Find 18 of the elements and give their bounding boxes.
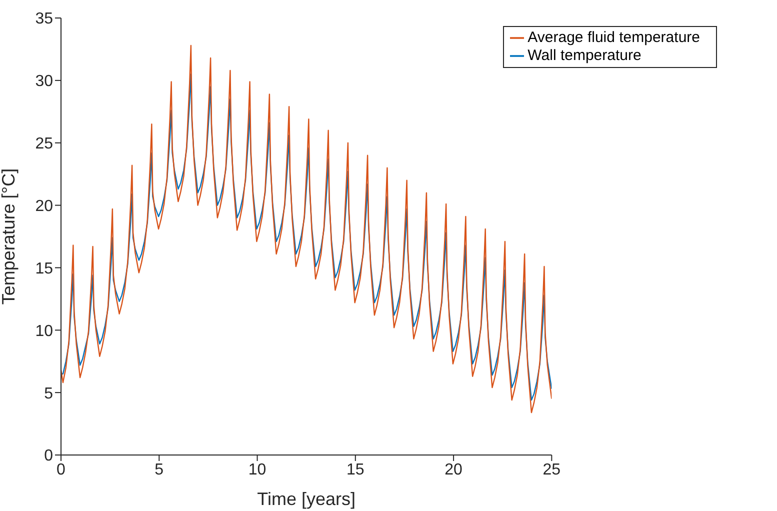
y-tick-label: 25 [35,136,54,153]
y-tick-label: 10 [35,322,54,340]
y-tick-label: 0 [44,448,54,465]
y-axis-title: Temperature [°C] [0,168,18,305]
x-tick-label: 5 [154,461,164,478]
legend-label: Wall temperature [528,47,642,64]
x-tick-label: 0 [56,461,66,478]
y-tick-label: 5 [44,385,54,402]
x-tick-label: 10 [248,461,266,478]
y-tick-label: 35 [35,10,54,28]
y-tick-label: 20 [35,198,54,215]
x-tick-label: 20 [444,461,463,478]
y-tick-label: 30 [35,73,54,90]
y-tick-label: 15 [35,260,54,278]
x-tick-label: 15 [346,461,364,478]
x-tick-label: 25 [542,461,561,478]
legend-label: Average fluid temperature [528,29,700,46]
x-axis-title: Time [years] [257,489,356,509]
